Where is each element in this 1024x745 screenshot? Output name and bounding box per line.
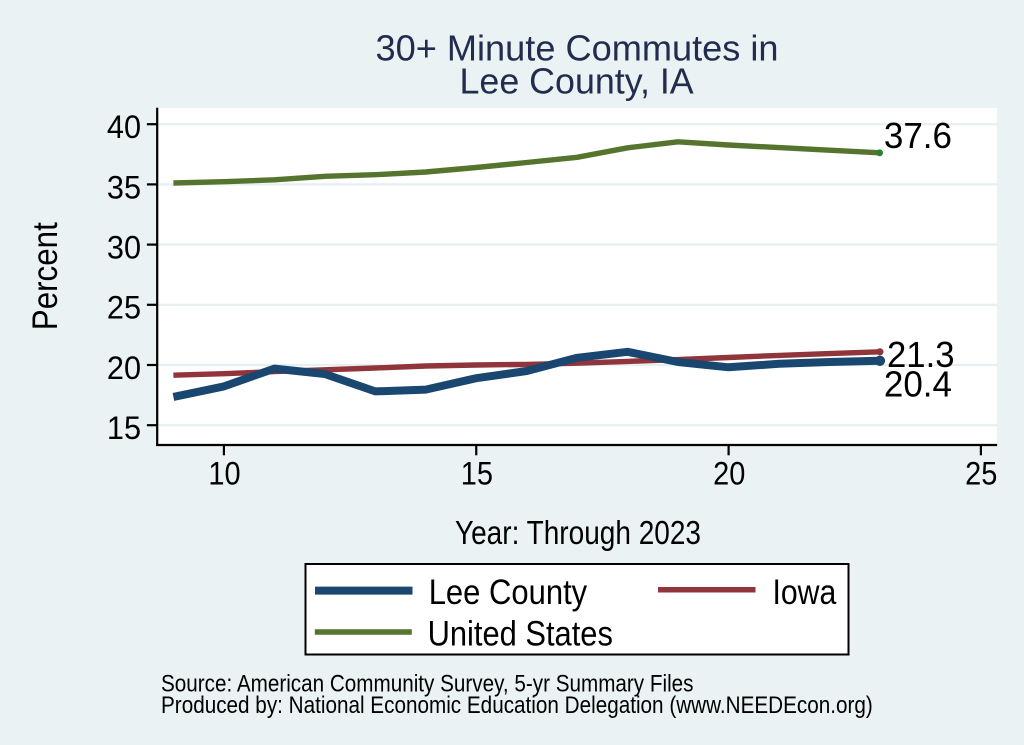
svg-text:United States: United States [428, 615, 613, 654]
svg-text:20.4: 20.4 [884, 364, 952, 405]
svg-text:Iowa: Iowa [773, 573, 837, 612]
svg-text:Lee County: Lee County [429, 573, 588, 612]
svg-text:30: 30 [107, 230, 141, 266]
svg-text:25: 25 [965, 455, 997, 491]
svg-text:10: 10 [208, 455, 240, 491]
svg-text:20: 20 [107, 350, 141, 386]
svg-text:15: 15 [107, 410, 141, 446]
svg-text:35: 35 [107, 169, 141, 205]
svg-text:21.3: 21.3 [887, 334, 955, 375]
svg-text:Produced by: National Economic: Produced by: National Economic Education… [161, 692, 873, 719]
svg-text:Percent: Percent [26, 222, 65, 330]
svg-text:Year: Through 2023: Year: Through 2023 [455, 514, 701, 551]
svg-text:37.6: 37.6 [884, 115, 952, 156]
svg-text:15: 15 [461, 455, 493, 491]
svg-text:25: 25 [107, 290, 141, 326]
svg-text:Lee County, IA: Lee County, IA [460, 61, 694, 102]
svg-text:Source: American Community Sur: Source: American Community Survey, 5-yr … [161, 670, 694, 697]
svg-text:40: 40 [107, 109, 141, 145]
svg-text:30+ Minute Commutes in: 30+ Minute Commutes in [376, 28, 779, 69]
svg-text:20: 20 [713, 455, 745, 491]
